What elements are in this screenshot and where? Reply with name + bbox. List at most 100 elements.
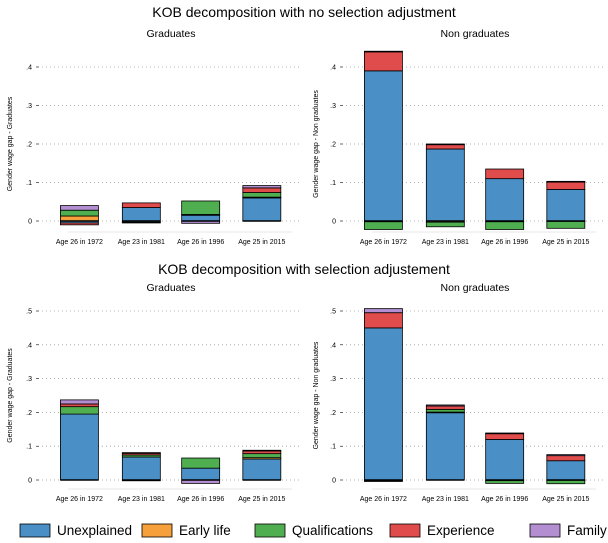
y-tick-label: .3 — [26, 103, 32, 110]
bar-segment-qualifications — [181, 457, 221, 469]
chart-panel-1: Non graduates Gender wage gap - Non gradu… — [313, 28, 604, 246]
bar-segment-qualifications — [485, 480, 525, 484]
y-tick-label: 0 — [28, 478, 32, 485]
y-tick-label: .2 — [26, 142, 32, 149]
y-tick-label: .1 — [26, 180, 32, 187]
legend-item: Family — [529, 523, 607, 538]
y-tick-label: .2 — [330, 410, 336, 417]
x-tick-label: Age 26 in 1972 — [56, 239, 103, 246]
bar-segment-experience — [364, 312, 403, 329]
bar-segment-family — [364, 308, 403, 314]
x-tick-label: Age 23 in 1981 — [118, 239, 165, 246]
bar-segment-family — [121, 452, 161, 454]
y-tick-label: .4 — [330, 65, 336, 72]
bar-segment-family — [546, 180, 586, 183]
legend-item: Early life — [141, 523, 231, 538]
bar-segment-unexplained — [425, 148, 465, 222]
bar-segment-unexplained — [364, 327, 403, 481]
x-tick-label: Age 23 in 1981 — [422, 496, 469, 503]
bar-segment-qualifications — [364, 221, 403, 230]
y-axis-label: Gender wage gap - Non graduates — [313, 90, 320, 198]
legend-item: Unexplained — [19, 523, 132, 538]
x-tick-label: Age 23 in 1981 — [422, 239, 469, 246]
chart-panels: Graduates Gender wage gap - Graduates 0 .1.… — [7, 28, 604, 503]
row-title-bottom: KOB decomposition with selection adjuste… — [158, 261, 450, 277]
legend-label: Family — [567, 523, 607, 538]
x-tick-label: Age 25 in 2015 — [238, 239, 285, 246]
bar-segment-family — [546, 454, 586, 457]
bar-segment-unexplained — [485, 439, 525, 481]
bar-segment-family — [425, 404, 465, 407]
y-tick-label: .5 — [330, 309, 336, 316]
bar-segment-qualifications — [60, 406, 99, 415]
bar-segment-qualifications — [60, 209, 99, 217]
bar-segment-experience — [364, 51, 403, 72]
bar-segment-family — [60, 399, 99, 405]
x-tick-label: Age 25 in 2015 — [238, 496, 285, 503]
legend-swatch — [141, 523, 173, 538]
y-tick-label: .4 — [26, 342, 32, 349]
y-tick-label: .4 — [330, 342, 336, 349]
x-tick-label: Age 26 in 1996 — [177, 239, 224, 246]
bar-segment-experience — [425, 405, 465, 410]
legend: Unexplained Early life Qualifications Exper… — [19, 523, 607, 538]
legend-item: Qualifications — [254, 523, 373, 538]
y-tick-label: 0 — [28, 219, 32, 226]
legend-swatch — [19, 523, 51, 538]
chart-panel-2: Graduates Gender wage gap - Graduates 0 .1.… — [7, 282, 300, 503]
bar-segment-unexplained — [242, 458, 282, 481]
y-axis-label: Gender wage gap - Graduates — [7, 96, 14, 191]
bar-segment-family — [242, 185, 282, 189]
bar-segment-experience — [60, 403, 99, 408]
bar-segment-qualifications — [425, 408, 465, 413]
x-tick-label: Age 26 in 1972 — [360, 239, 407, 246]
chart-panel-0: Graduates Gender wage gap - Graduates 0 .1.… — [7, 28, 300, 246]
y-tick-label: 0 — [332, 478, 336, 485]
legend-label: Experience — [427, 523, 495, 538]
y-tick-label: .3 — [330, 103, 336, 110]
bar-segment-unexplained — [181, 214, 221, 222]
bar-segment-qualifications — [242, 192, 282, 198]
bar-segment-unexplained — [121, 456, 161, 481]
bar-segment-experience — [121, 202, 161, 208]
bar-segment-unexplained — [546, 189, 586, 222]
x-tick-label: Age 26 in 1972 — [360, 496, 407, 503]
bar-segment-family — [485, 432, 525, 435]
legend-label: Qualifications — [292, 523, 373, 538]
bar-segment-unexplained — [485, 178, 525, 222]
legend-swatch — [389, 523, 421, 538]
x-tick-label: Age 23 in 1981 — [118, 496, 165, 503]
x-tick-label: Age 26 in 1996 — [481, 496, 528, 503]
legend-label: Unexplained — [57, 523, 132, 538]
y-tick-label: .4 — [26, 65, 32, 72]
bar-segment-unexplained — [242, 197, 282, 222]
legend-swatch — [254, 523, 286, 538]
legend-item: Experience — [389, 523, 495, 538]
y-tick-label: .5 — [26, 309, 32, 316]
bar-segment-experience — [546, 455, 586, 462]
bar-segment-family — [121, 221, 161, 224]
bar-segment-family — [60, 205, 99, 211]
bar-segment-unexplained — [546, 460, 586, 481]
bar-segment-qualifications — [546, 220, 586, 229]
x-tick-label: Age 26 in 1996 — [481, 239, 528, 246]
legend-swatch — [529, 523, 561, 538]
y-tick-label: .2 — [26, 410, 32, 417]
bar-segment-experience — [60, 222, 99, 226]
bar-segment-family — [242, 449, 282, 452]
bar-segment-unexplained — [121, 207, 161, 222]
bar-segment-experience — [546, 181, 586, 190]
panel-title: Non graduates — [441, 28, 510, 40]
bar-segment-unexplained — [425, 411, 465, 481]
panel-title: Graduates — [146, 28, 195, 40]
bar-segment-experience — [485, 168, 525, 180]
bar-segment-unexplained — [364, 70, 403, 222]
y-axis-label: Gender wage gap - Non graduates — [313, 341, 320, 449]
panel-title: Non graduates — [441, 282, 510, 294]
y-tick-label: .3 — [330, 376, 336, 383]
bar-segment-qualifications — [546, 479, 586, 485]
y-tick-label: .1 — [26, 444, 32, 451]
bar-segment-unexplained — [181, 467, 221, 481]
bar-segment-qualifications — [242, 453, 282, 459]
